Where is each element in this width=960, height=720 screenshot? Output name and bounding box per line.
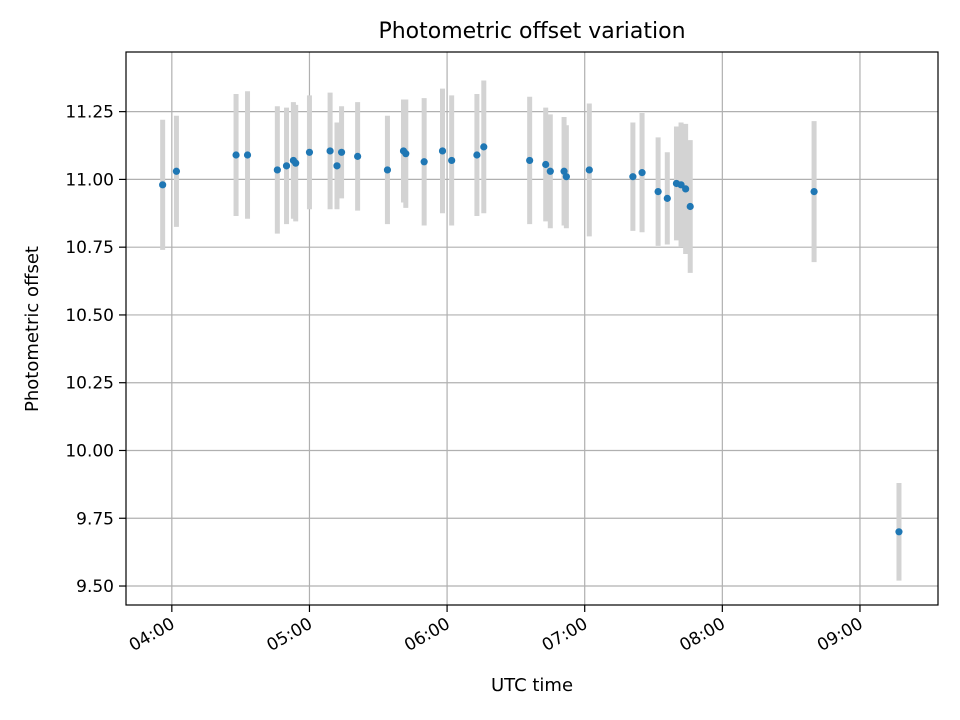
data-point [895,528,903,536]
data-point [232,151,240,159]
data-point [654,188,662,196]
data-point [526,156,534,165]
data-point [546,167,554,175]
y-axis-ticks: 9.50 9.75 10.00 10.25 10.50 10.75 11.00 11.25 [65,103,126,597]
data-point [562,173,570,181]
data-point [383,166,392,174]
y-tick-label: 11.25 [65,103,114,123]
data-point [810,188,818,196]
data-point [686,202,694,211]
y-tick-label: 9.50 [76,577,114,597]
y-tick-label: 10.00 [65,441,114,461]
data-point [282,162,291,170]
data-point [333,162,341,170]
data-point [585,166,593,174]
data-point [629,173,637,181]
x-axis-label: UTC time [491,675,573,696]
data-point [326,147,334,155]
y-tick-label: 9.75 [76,509,114,529]
data-point [354,152,362,160]
data-point [292,159,300,167]
data-point [273,166,281,174]
y-tick-label: 10.75 [65,238,114,258]
data-point [682,185,690,193]
chart-title: Photometric offset variation [378,19,685,44]
data-point [542,160,550,169]
data-point [560,167,568,175]
grid-lines [126,52,938,605]
y-tick-label: 11.00 [65,170,114,190]
data-point [663,194,671,202]
data-point [448,156,456,165]
data-point [473,151,481,159]
data-point [172,167,181,175]
data-point [159,181,167,189]
y-axis-label: Photometric offset [22,246,43,412]
data-point [337,148,346,156]
data-point [420,158,428,166]
data-point [480,143,488,151]
data-point [402,150,410,158]
data-point [638,169,646,177]
data-point [438,147,447,155]
y-tick-label: 10.50 [65,306,114,326]
plot-frame [125,51,939,606]
data-point [305,148,314,156]
data-point [243,151,252,159]
y-tick-label: 10.25 [65,374,114,394]
data-points [159,143,903,536]
